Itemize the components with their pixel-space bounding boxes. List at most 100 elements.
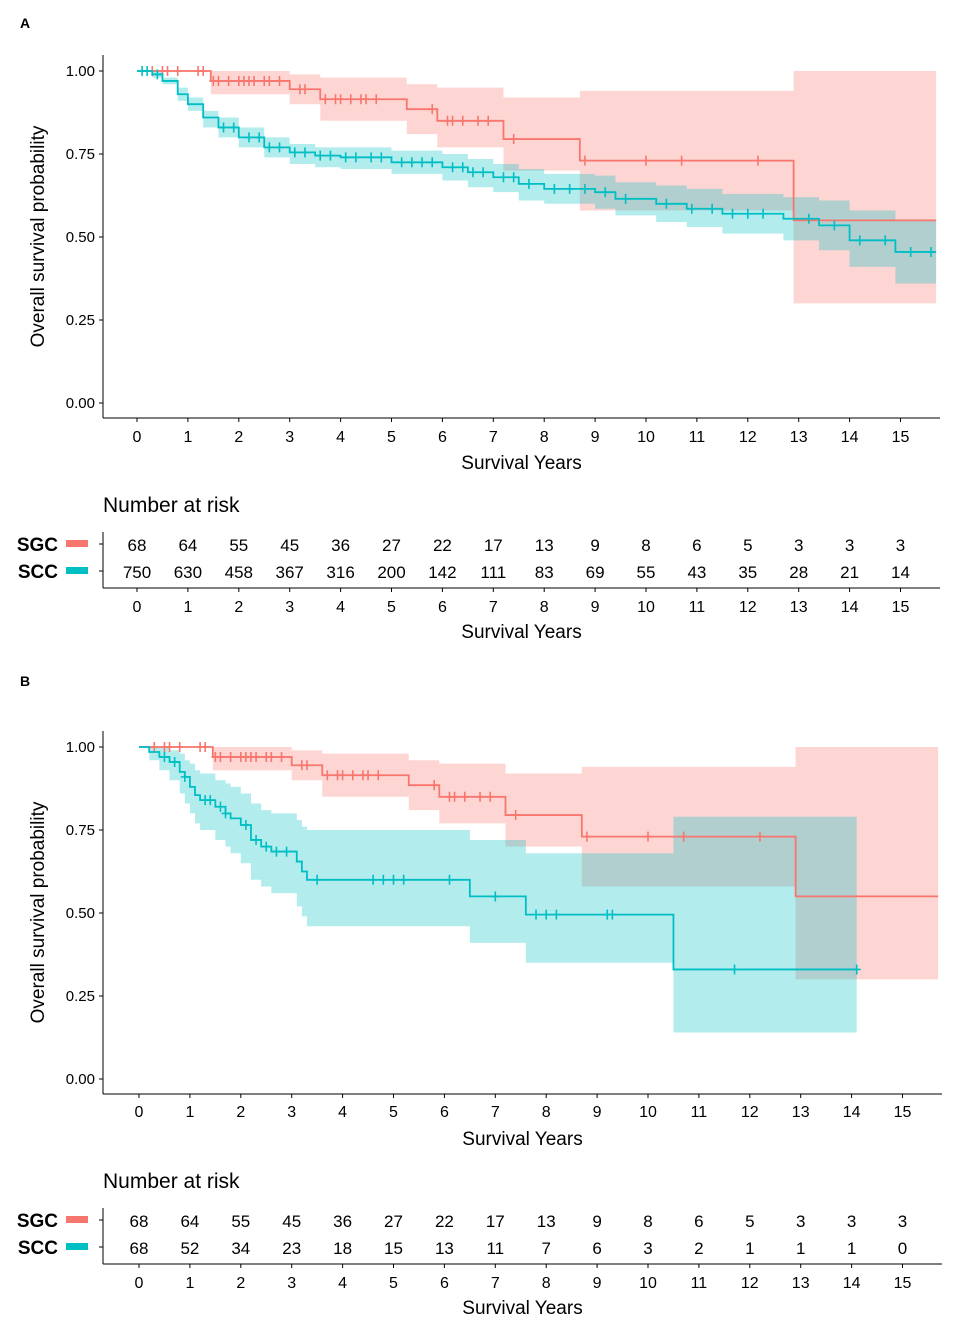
- censor-mark-sgc: [755, 831, 764, 842]
- risk-count: 5: [745, 1212, 754, 1231]
- risk-count: 22: [433, 536, 452, 555]
- risk-count: 111: [480, 563, 506, 582]
- censor-mark-scc: [389, 874, 398, 885]
- censor-mark-sgc: [163, 66, 172, 76]
- y-tick-label: 1.00: [66, 63, 95, 80]
- ci-band-scc: [137, 71, 937, 284]
- x-tick-label: 11: [691, 1104, 708, 1121]
- risk-x-tick-label: 7: [491, 1275, 500, 1292]
- risk-count: 22: [435, 1212, 454, 1231]
- risk-count: 83: [535, 563, 554, 582]
- censor-mark-scc: [730, 964, 739, 975]
- censor-mark-scc: [621, 193, 630, 204]
- censor-mark-sgc: [484, 115, 493, 126]
- risk-count: 17: [484, 536, 503, 555]
- ci-band-sgc: [137, 71, 937, 304]
- x-tick-label: 14: [843, 1104, 861, 1121]
- ci-band-scc: [139, 747, 857, 1033]
- risk-count: 2: [694, 1239, 703, 1258]
- y-tick-label: 0.50: [66, 905, 95, 922]
- risk-x-tick-label: 5: [387, 599, 396, 616]
- censor-mark-sgc: [175, 742, 184, 752]
- censor-mark-sgc: [214, 75, 223, 86]
- risk-count: 35: [738, 563, 757, 582]
- risk-x-tick-label: 3: [287, 1275, 296, 1292]
- censor-mark-sgc: [430, 780, 439, 791]
- risk-count: 68: [130, 1239, 149, 1258]
- risk-count: 68: [128, 536, 147, 555]
- censor-mark-sgc: [486, 791, 495, 802]
- x-tick-label: 15: [892, 429, 910, 446]
- risk-count: 21: [840, 563, 859, 582]
- censor-mark-scc: [244, 132, 253, 143]
- risk-count: 55: [637, 563, 656, 582]
- x-tick-label: 5: [387, 429, 396, 446]
- censor-mark-scc: [532, 909, 541, 920]
- risk-count: 9: [590, 536, 599, 555]
- risk-count: 52: [180, 1239, 199, 1258]
- x-tick-label: 0: [135, 1104, 144, 1121]
- censor-mark-scc: [316, 150, 325, 161]
- risk-x-tick-label: 14: [843, 1275, 861, 1292]
- panel-label: A: [20, 15, 30, 31]
- risk-count: 1: [745, 1239, 754, 1258]
- censor-mark-sgc: [511, 810, 520, 821]
- censor-mark-sgc: [250, 75, 259, 86]
- censor-mark-scc: [804, 213, 813, 224]
- risk-row-swatch-scc: [66, 567, 88, 574]
- censor-mark-sgc: [458, 115, 467, 126]
- censor-mark-scc: [448, 162, 457, 173]
- risk-row-label-scc: SCC: [18, 562, 58, 583]
- risk-count: 13: [535, 536, 554, 555]
- censor-mark-sgc: [460, 791, 469, 802]
- x-tick-label: 8: [542, 1104, 551, 1121]
- censor-mark-scc: [326, 150, 335, 161]
- censor-mark-scc: [509, 172, 518, 183]
- y-tick-label: 0.75: [66, 822, 95, 839]
- censor-mark-sgc: [679, 831, 688, 842]
- risk-count: 68: [130, 1212, 149, 1231]
- x-tick-label: 10: [639, 1104, 657, 1121]
- risk-x-tick-label: 10: [637, 599, 655, 616]
- censor-mark-scc: [379, 874, 388, 885]
- risk-count: 34: [231, 1239, 250, 1258]
- risk-x-tick-label: 6: [438, 599, 447, 616]
- risk-x-tick-label: 6: [440, 1275, 449, 1292]
- risk-count: 14: [891, 563, 910, 582]
- censor-mark-scc: [397, 157, 406, 168]
- risk-count: 3: [845, 536, 854, 555]
- x-tick-label: 13: [792, 1104, 810, 1121]
- censor-mark-scc: [458, 162, 467, 173]
- risk-table-title: Number at risk: [103, 494, 240, 517]
- censor-mark-scc: [468, 167, 477, 178]
- censor-mark-scc: [662, 198, 671, 209]
- censor-mark-scc: [601, 187, 610, 198]
- risk-count: 3: [794, 536, 803, 555]
- x-tick-label: 0: [133, 429, 142, 446]
- censor-mark-scc: [241, 820, 250, 831]
- censor-mark-sgc: [323, 770, 332, 781]
- censor-mark-sgc: [275, 75, 284, 86]
- risk-row-swatch-sgc: [66, 540, 88, 547]
- risk-x-tick-label: 7: [489, 599, 498, 616]
- risk-x-tick-label: 0: [135, 1275, 144, 1292]
- censor-mark-sgc: [476, 791, 485, 802]
- risk-count: 316: [326, 563, 354, 582]
- risk-count: 1: [847, 1239, 856, 1258]
- risk-count: 64: [180, 1212, 199, 1231]
- censor-mark-sgc: [300, 84, 309, 95]
- risk-count: 45: [280, 536, 299, 555]
- x-tick-label: 2: [234, 429, 243, 446]
- risk-count: 200: [377, 563, 405, 582]
- risk-x-tick-label: 1: [185, 1275, 194, 1292]
- censor-mark-scc: [153, 69, 162, 80]
- risk-x-tick-label: 1: [183, 599, 192, 616]
- censor-mark-scc: [377, 152, 386, 163]
- risk-x-tick-label: 15: [892, 599, 910, 616]
- censor-mark-scc: [341, 152, 350, 163]
- risk-x-tick-label: 2: [234, 599, 243, 616]
- risk-count: 64: [178, 536, 197, 555]
- risk-x-tick-label: 3: [285, 599, 294, 616]
